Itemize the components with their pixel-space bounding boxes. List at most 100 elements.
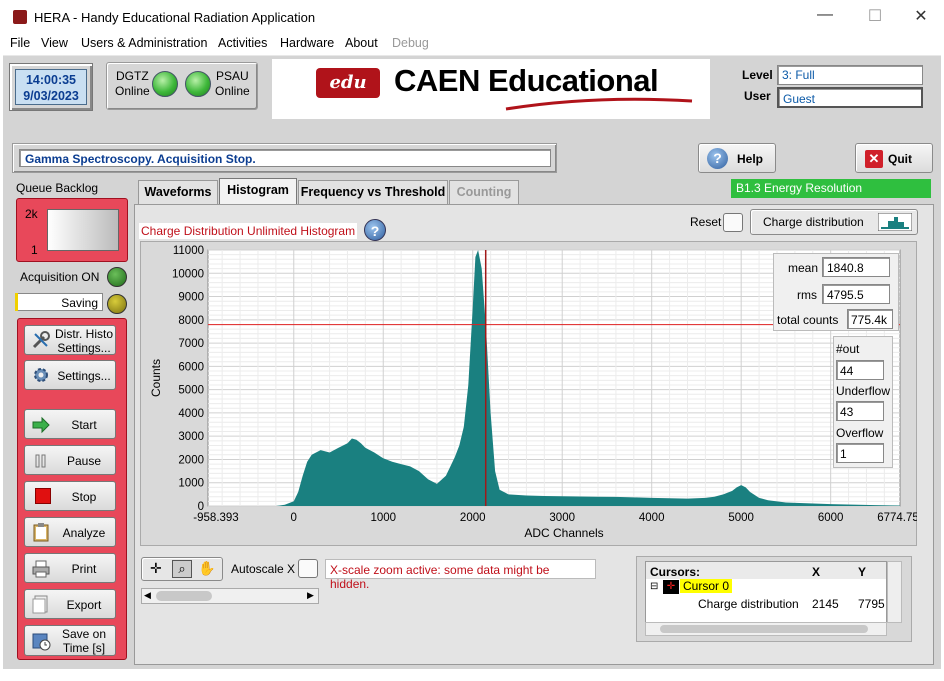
app-icon [13, 10, 27, 24]
crosshair-tool-icon[interactable]: ✛ [150, 560, 162, 576]
acquisition-led [107, 267, 127, 287]
y-tick-label: 1000 [178, 478, 204, 490]
series-legend-label: Charge distribution [763, 215, 864, 229]
autoscale-checkbox[interactable] [298, 559, 318, 578]
saving-progress [15, 293, 18, 311]
series-legend-button[interactable]: Charge distribution [750, 209, 918, 235]
maximize-button[interactable]: ☐ [867, 8, 883, 25]
menu-debug[interactable]: Debug [392, 36, 429, 50]
zoom-tool-icon[interactable]: ⌕ [172, 560, 192, 578]
menu-users-administration[interactable]: Users & Administration [81, 36, 208, 50]
histogram-help-icon[interactable]: ? [364, 219, 386, 241]
scroll-left-icon[interactable]: ◀ [144, 590, 151, 600]
x-tick-labels: -958.393 0 1000 2000 3000 4000 5000 6000 6774.75 [193, 512, 917, 524]
x-tick-label: 6000 [818, 512, 844, 524]
analyze-button[interactable]: Analyze [24, 517, 116, 547]
cursor-marker-icon: ✛ [663, 580, 679, 594]
cursors-col-y: Y [858, 565, 867, 579]
tab-waveforms[interactable]: Waveforms [138, 180, 218, 204]
cursors-col-x: X [812, 565, 821, 579]
analyze-label: Analyze [62, 526, 106, 540]
print-button[interactable]: Print [24, 553, 116, 583]
x-axis-label: ADC Channels [524, 526, 603, 540]
save-on-time-button[interactable]: Save on Time [s] [24, 625, 116, 656]
pause-label: Pause [66, 454, 102, 468]
x-scrollbar[interactable]: ◀ ▶ [141, 588, 319, 604]
scroll-thumb[interactable] [156, 591, 212, 601]
title-bar: HERA - Handy Educational Radiation Appli… [0, 0, 944, 33]
series-swatch-icon [878, 213, 912, 231]
overflow-value: 1 [836, 443, 884, 463]
level-label: Level [742, 68, 773, 82]
clock-date: 9/03/2023 [23, 89, 79, 103]
level-field: 3: Full [777, 65, 923, 85]
dgtz-led [152, 71, 178, 97]
gear-icon [34, 368, 48, 382]
x-tick-label: 0 [291, 512, 297, 524]
print-label: Print [71, 562, 97, 576]
pause-button[interactable]: Pause [24, 445, 116, 475]
cursors-hscroll-thumb[interactable] [660, 625, 868, 633]
zoom-warning: X-scale zoom active: some data might be … [325, 559, 596, 591]
menu-activities[interactable]: Activities [218, 36, 268, 50]
psau-state: Online [215, 84, 250, 98]
pause-icon [35, 454, 46, 468]
y-tick-label: 8000 [178, 315, 204, 327]
cursors-header: Cursors: [650, 565, 701, 579]
y-tick-label: 3000 [178, 431, 204, 443]
menu-view[interactable]: View [41, 36, 68, 50]
quit-icon: ✕ [865, 150, 883, 168]
menu-about[interactable]: About [345, 36, 378, 50]
scroll-right-icon[interactable]: ▶ [307, 590, 314, 600]
settings-button[interactable]: Settings... [24, 360, 116, 390]
stop-button[interactable]: Stop [24, 481, 116, 511]
cursor-series: Charge distribution [698, 597, 799, 611]
total-counts-label: total counts [777, 313, 839, 327]
tab-counting[interactable]: Counting [449, 180, 519, 204]
logo-text: CAEN Educational [394, 63, 659, 98]
close-button[interactable]: ✕ [914, 8, 928, 25]
overflow-label: Overflow [836, 426, 884, 440]
saving-led [107, 294, 127, 314]
queue-min-label: 1 [31, 243, 38, 257]
x-tick-label: 2000 [460, 512, 486, 524]
clock-panel: 14:00:35 9/03/2023 [9, 63, 93, 111]
y-tick-label: 7000 [178, 338, 204, 350]
save-on-time-label: Save on Time [s] [61, 627, 107, 655]
reset-label: Reset [690, 215, 722, 229]
tab-frequency-vs-threshold[interactable]: Frequency vs Threshold [298, 180, 448, 204]
underflow-label: Underflow [836, 384, 891, 398]
rms-label: rms [797, 288, 817, 302]
collapse-icon[interactable]: ⊟ [650, 581, 659, 592]
clock-time: 14:00:35 [25, 73, 77, 87]
menu-bar: File View Users & Administration Activit… [0, 33, 944, 53]
start-button[interactable]: Start [24, 409, 116, 439]
cursor-x: 2145 [812, 597, 839, 611]
status-panel: Gamma Spectroscopy. Acquisition Stop. [12, 143, 557, 173]
y-tick-label: 0 [198, 501, 204, 513]
quit-button[interactable]: ✕ Quit [855, 143, 933, 173]
y-tick-label: 6000 [178, 361, 204, 373]
tab-histogram[interactable]: Histogram [219, 178, 297, 205]
stop-icon [35, 488, 51, 504]
reset-checkbox[interactable] [723, 213, 743, 232]
distr-histo-settings-button[interactable]: Distr. Histo Settings... [24, 325, 116, 355]
menu-hardware[interactable]: Hardware [280, 36, 335, 50]
menu-file[interactable]: File [10, 36, 31, 50]
quit-label: Quit [888, 152, 912, 166]
dgtz-name: DGTZ [116, 69, 149, 83]
clock-display: 14:00:35 9/03/2023 [15, 69, 87, 105]
window-title: HERA - Handy Educational Radiation Appli… [34, 10, 316, 25]
pan-hand-icon[interactable]: ✋ [198, 560, 216, 576]
minimize-button[interactable]: — [817, 6, 833, 23]
cursors-vscroll[interactable] [887, 561, 902, 623]
help-icon: ? [707, 148, 728, 169]
y-tick-label: 4000 [178, 408, 204, 420]
cursors-hscroll[interactable] [645, 622, 887, 636]
cursor-name[interactable]: Cursor 0 [680, 579, 733, 593]
help-button[interactable]: ? Help [698, 143, 776, 173]
histogram-title: Charge Distribution Unlimited Histogram [139, 223, 358, 239]
queue-backlog-panel: 2k 1 [16, 198, 128, 262]
export-button[interactable]: Export [24, 589, 116, 619]
user-field: Guest [777, 87, 923, 108]
